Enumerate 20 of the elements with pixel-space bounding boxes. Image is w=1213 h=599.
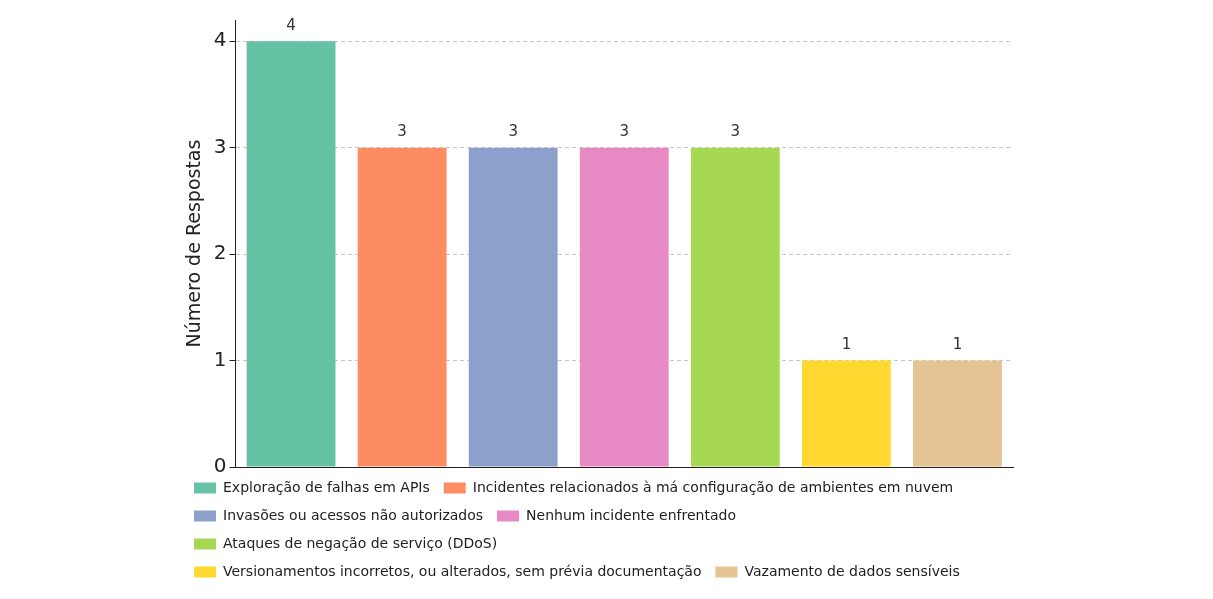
y-tick-label: 3 (213, 133, 227, 158)
y-tick-label: 4 (213, 27, 227, 52)
legend-label: Vazamento de dados sensíveis (744, 562, 960, 579)
legend-label: Ataques de negação de serviço (DDoS) (223, 534, 498, 551)
data-label: 1 (841, 334, 852, 353)
legend-label: Nenhum incidente enfrentado (526, 506, 737, 523)
y-tick-label: 1 (213, 346, 227, 371)
y-tick-label: 0 (213, 453, 227, 478)
data-label: 3 (619, 122, 630, 141)
y-axis-title: Número de Respostas (182, 139, 205, 348)
data-label: 3 (397, 122, 407, 141)
data-label: 1 (952, 334, 963, 353)
data-label: 3 (508, 122, 518, 141)
data-label: 4 (286, 15, 296, 34)
legend-label: Invasões ou acessos não autorizados (223, 506, 484, 523)
data-label: 3 (730, 122, 741, 141)
y-tick-label: 2 (213, 240, 227, 265)
legend-label: Versionamentos incorretos, ou alterados, sem prévia documentação (223, 562, 702, 579)
legend-label: Exploração de falhas em APIs (223, 478, 430, 495)
legend-label: Incidentes relacionados à má configuração de ambientes em nuvem (472, 478, 954, 495)
